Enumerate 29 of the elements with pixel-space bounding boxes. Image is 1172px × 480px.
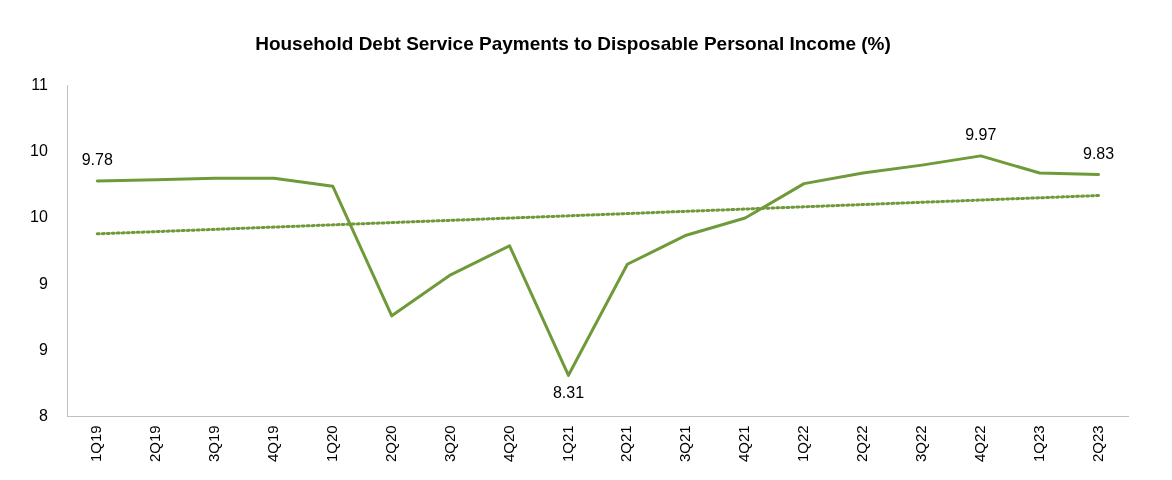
x-tick-label: 2Q22: [853, 425, 871, 463]
x-tick-label: 1Q19: [87, 425, 105, 463]
data-label: 9.97: [965, 126, 997, 144]
x-tick-label: 4Q21: [735, 425, 753, 463]
x-tick-label: 1Q21: [558, 425, 576, 463]
x-tick-label: 4Q20: [499, 425, 517, 463]
x-tick-label: 2Q20: [381, 425, 399, 463]
x-tick-label: 3Q21: [676, 425, 694, 463]
x-tick-label: 3Q19: [205, 425, 223, 463]
x-tick-label: 2Q21: [617, 425, 635, 463]
chart-title: Household Debt Service Payments to Disposable Personal Income (%): [255, 32, 891, 54]
x-tick-label: 3Q22: [911, 425, 929, 463]
x-tick-label: 1Q22: [794, 425, 812, 463]
y-tick-label: 11: [31, 76, 48, 94]
y-tick-label: 10: [30, 142, 48, 160]
x-tick-label: 4Q22: [970, 425, 988, 463]
data-label: 9.83: [1082, 144, 1115, 162]
y-tick-label: 9: [38, 274, 48, 292]
data-label: 9.78: [81, 151, 113, 169]
data-label: 8.31: [552, 383, 585, 401]
x-tick-label: 4Q19: [264, 425, 282, 463]
x-tick-label: 2Q23: [1088, 425, 1106, 463]
y-tick-label: 10: [30, 208, 48, 226]
x-tick-label: 1Q20: [322, 425, 340, 463]
y-tick-label: 9: [38, 340, 48, 358]
x-tick-label: 3Q20: [440, 425, 458, 463]
x-tick-label: 2Q19: [146, 425, 164, 463]
x-tick-label: 1Q23: [1029, 425, 1047, 463]
y-tick-label: 8: [38, 406, 48, 424]
